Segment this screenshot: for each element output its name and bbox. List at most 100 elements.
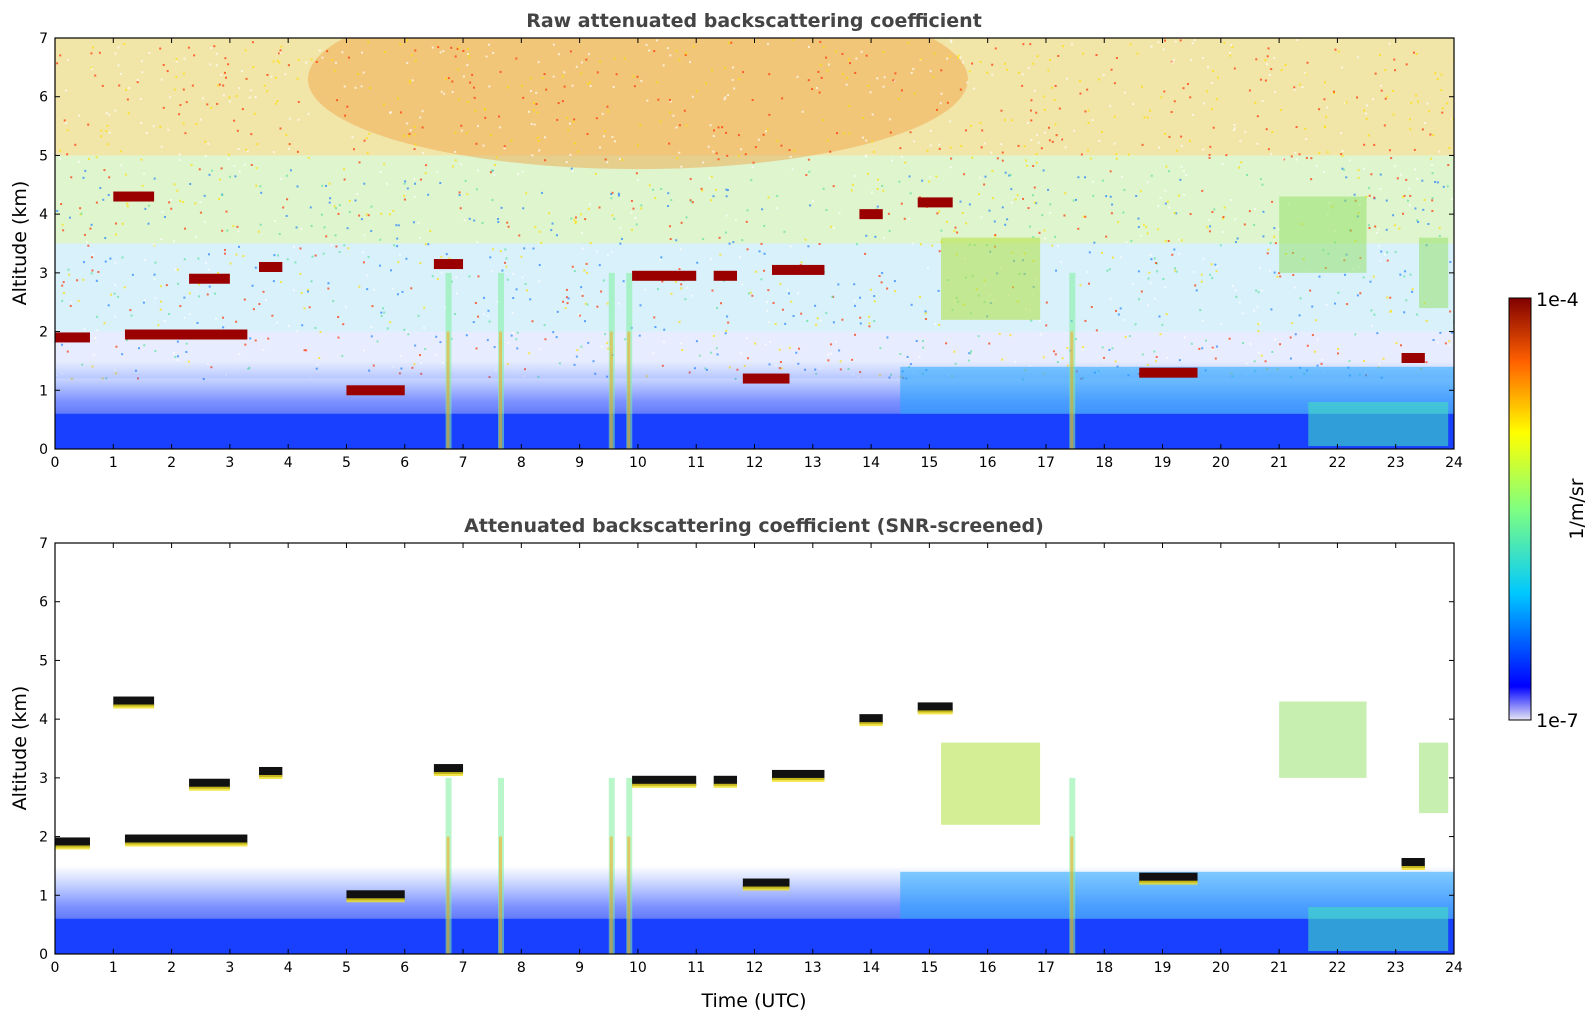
noise-speck	[90, 67, 93, 70]
noise-speck	[634, 217, 637, 220]
noise-speck	[737, 134, 740, 137]
noise-speck	[855, 57, 858, 60]
noise-speck	[1365, 104, 1368, 107]
noise-speck	[144, 207, 147, 210]
noise-speck	[1243, 223, 1246, 226]
noise-speck	[1140, 290, 1143, 293]
noise-speck	[656, 81, 659, 84]
noise-speck	[805, 174, 808, 177]
noise-speck	[540, 191, 543, 194]
noise-speck	[274, 76, 277, 79]
noise-speck	[853, 299, 856, 302]
noise-speck	[1010, 119, 1013, 122]
noise-speck	[1177, 194, 1180, 197]
noise-speck	[610, 250, 613, 253]
noise-speck	[772, 301, 775, 304]
noise-speck	[830, 225, 833, 228]
noise-speck	[1117, 221, 1120, 224]
noise-speck	[1270, 152, 1273, 155]
noise-speck	[279, 51, 282, 54]
noise-speck	[886, 336, 889, 339]
noise-speck	[305, 349, 308, 352]
noise-speck	[476, 241, 479, 244]
noise-speck	[1294, 151, 1297, 154]
noise-speck	[818, 243, 821, 246]
cloud-layer	[632, 270, 697, 281]
noise-speck	[1364, 112, 1367, 115]
noise-speck	[244, 343, 247, 346]
noise-speck	[346, 105, 349, 108]
noise-speck	[1035, 153, 1038, 156]
noise-speck	[920, 243, 923, 246]
noise-speck	[286, 258, 289, 261]
noise-speck	[977, 335, 980, 338]
noise-speck	[838, 349, 841, 352]
noise-speck	[662, 340, 665, 343]
x-tick-label: 2	[167, 455, 176, 471]
noise-speck	[820, 76, 823, 79]
noise-speck	[1365, 117, 1368, 120]
noise-speck	[776, 139, 779, 142]
noise-speck	[993, 220, 996, 223]
noise-speck	[222, 94, 225, 97]
noise-speck	[1049, 203, 1052, 206]
cloud-layer-edge	[55, 845, 90, 850]
y-tick-label: 6	[39, 90, 48, 106]
noise-speck	[427, 193, 430, 196]
noise-speck	[734, 218, 737, 221]
noise-speck	[123, 42, 126, 45]
noise-speck	[766, 309, 769, 312]
noise-speck	[1259, 322, 1262, 325]
noise-speck	[1274, 338, 1277, 341]
cloud-layer	[124, 329, 248, 340]
noise-speck	[836, 132, 839, 135]
noise-speck	[468, 217, 471, 220]
noise-speck	[684, 54, 687, 57]
noise-speck	[913, 92, 916, 95]
cloud-layer-edge	[1401, 865, 1425, 870]
noise-speck	[1031, 194, 1034, 197]
noise-speck	[979, 121, 982, 124]
noise-speck	[1325, 303, 1328, 306]
noise-speck	[1124, 91, 1127, 94]
noise-speck	[370, 205, 373, 208]
noise-speck	[639, 124, 642, 127]
noise-speck	[1278, 272, 1281, 275]
noise-speck	[86, 241, 89, 244]
noise-speck	[562, 300, 565, 303]
noise-speck	[1265, 128, 1268, 131]
noise-speck	[1178, 359, 1181, 362]
x-axis-label: Time (UTC)	[700, 990, 806, 1012]
noise-speck	[853, 175, 856, 178]
noise-speck	[1146, 232, 1149, 235]
noise-speck	[309, 206, 312, 209]
noise-speck	[522, 207, 525, 210]
noise-speck	[203, 220, 206, 223]
noise-speck	[1113, 115, 1116, 118]
noise-speck	[1189, 213, 1192, 216]
noise-speck	[62, 291, 65, 294]
noise-speck	[865, 234, 868, 237]
noise-speck	[788, 346, 791, 349]
noise-speck	[292, 289, 295, 292]
noise-speck	[255, 167, 258, 170]
noise-speck	[1348, 159, 1351, 162]
noise-speck	[827, 359, 830, 362]
noise-speck	[328, 201, 331, 204]
noise-speck	[577, 150, 580, 153]
noise-speck	[915, 339, 918, 342]
noise-speck	[754, 146, 757, 149]
noise-speck	[979, 176, 982, 179]
noise-speck	[1140, 234, 1143, 237]
noise-speck	[784, 322, 787, 325]
noise-speck	[1166, 356, 1169, 359]
noise-speck	[314, 326, 317, 329]
noise-speck	[574, 220, 577, 223]
noise-speck	[568, 122, 571, 125]
noise-speck	[447, 77, 450, 80]
noise-speck	[561, 100, 564, 103]
noise-speck	[167, 128, 170, 131]
noise-speck	[1266, 63, 1269, 66]
noise-speck	[1021, 84, 1024, 87]
panel-1-heatmap	[55, 38, 1454, 449]
